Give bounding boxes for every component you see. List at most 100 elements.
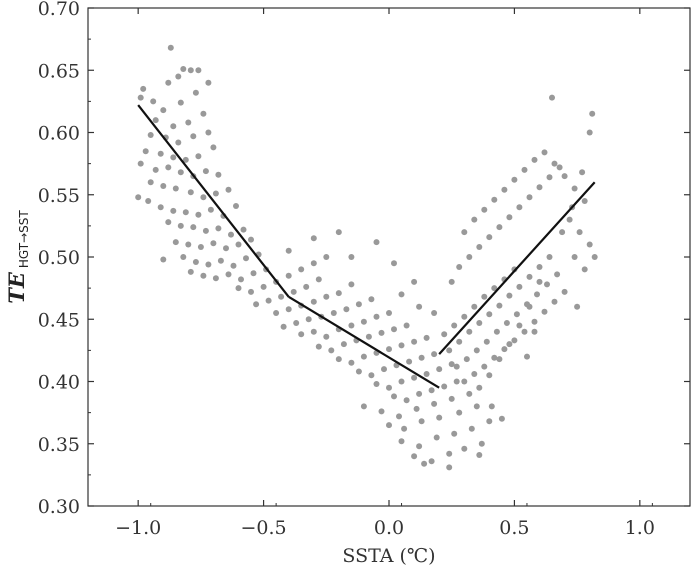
scatter-point <box>446 450 453 457</box>
scatter-point <box>541 308 548 315</box>
scatter-point <box>436 414 443 421</box>
scatter-point <box>330 310 337 316</box>
scatter-point <box>453 363 460 370</box>
scatter-point <box>513 311 520 318</box>
scatter-point <box>551 160 558 167</box>
scatter-point <box>411 338 418 345</box>
scatter-point <box>436 366 443 373</box>
scatter-point <box>496 356 503 363</box>
fit-line-segment <box>438 181 596 355</box>
scatter-point <box>160 256 167 263</box>
scatter-point <box>285 306 292 313</box>
scatter-point <box>421 460 428 467</box>
scatter-point <box>516 283 523 290</box>
scatter-point <box>453 378 460 385</box>
scatter-point <box>481 363 488 370</box>
scatter-point <box>180 66 187 72</box>
scatter-point <box>142 148 149 155</box>
scatter-point <box>473 347 480 354</box>
scatter-point <box>456 338 463 345</box>
scatter-point <box>411 453 418 460</box>
scatter-point <box>328 347 335 354</box>
scatter-point <box>348 281 355 288</box>
scatter-point <box>406 358 413 365</box>
scatter-point <box>589 110 596 117</box>
scatter-point <box>581 198 588 204</box>
scatter-point <box>195 153 202 160</box>
scatter-point <box>305 316 312 323</box>
scatter-point <box>481 206 488 213</box>
scatter-point <box>310 260 317 267</box>
scatter-point <box>411 278 418 285</box>
scatter-point <box>135 194 142 201</box>
scatter-point <box>516 322 523 329</box>
scatter-point <box>391 393 397 400</box>
scatter-point <box>491 354 498 361</box>
scatter-point <box>413 405 420 412</box>
scatter-point <box>541 149 548 156</box>
fit-line-segment <box>137 104 290 298</box>
scatter-point <box>471 303 478 310</box>
x-axis-label: SSTA (℃) <box>342 545 435 567</box>
scatter-point <box>290 288 297 295</box>
scatter-point <box>586 129 593 136</box>
scatter-point <box>172 239 179 246</box>
x-tick-label: 0.0 <box>374 517 404 539</box>
scatter-point <box>187 67 194 74</box>
scatter-point <box>448 361 455 368</box>
scatter-point <box>554 271 561 278</box>
y-tick-label: 0.30 <box>38 496 80 518</box>
scatter-point <box>200 194 207 201</box>
scatter-point <box>355 301 362 308</box>
scatter-point <box>157 204 164 211</box>
scatter-point <box>200 110 207 117</box>
scatter-point <box>386 310 392 316</box>
scatter-point <box>190 133 197 140</box>
scatter-point <box>446 347 453 354</box>
scatter-point <box>428 387 435 394</box>
y-axis-label: TE HGT→SST <box>4 210 31 304</box>
scatter-point <box>373 381 380 387</box>
scatter-point <box>546 174 553 181</box>
y-tick-label: 0.55 <box>38 185 80 207</box>
scatter-point <box>506 292 513 299</box>
scatter-point <box>192 89 199 96</box>
scatter-point <box>348 254 355 260</box>
scatter-point <box>235 285 242 292</box>
scatter-point <box>205 79 212 86</box>
scatter-point <box>212 275 219 282</box>
scatter-point <box>534 291 540 298</box>
scatter-point <box>546 254 553 260</box>
scatter-point <box>303 283 310 290</box>
scatter-point <box>187 189 194 196</box>
scatter-point <box>398 438 405 445</box>
scatter-point <box>386 346 392 353</box>
fit-line-segment <box>288 295 440 389</box>
scatter-point <box>471 216 478 223</box>
scatter-point <box>285 272 292 279</box>
scatter-point <box>571 254 578 260</box>
scatter-point <box>152 117 159 124</box>
scatter-point <box>243 255 249 262</box>
scatter-point <box>157 150 164 157</box>
scatter-point <box>471 371 478 377</box>
scatter-point <box>340 341 347 348</box>
scatter-point <box>391 260 397 267</box>
scatter-point <box>441 383 448 390</box>
scatter-point <box>343 306 350 313</box>
scatter-point <box>418 354 425 361</box>
scatter-point <box>486 372 493 379</box>
scatter-point <box>195 67 202 74</box>
scatter-point <box>315 276 322 283</box>
scatter-point <box>167 44 174 51</box>
scatter-point <box>355 368 362 375</box>
scatter-point <box>544 281 550 288</box>
scatter-point <box>418 418 425 425</box>
scatter-point <box>165 164 172 171</box>
scatter-point <box>579 169 586 176</box>
scatter-point <box>223 245 229 252</box>
scatter-point <box>466 254 473 260</box>
y-axis-label-sub: HGT→SST <box>17 210 31 269</box>
x-axis-ticks: −1.0 −0.5 0.0 0.5 1.0 <box>115 8 655 539</box>
scatter-point <box>381 366 387 373</box>
